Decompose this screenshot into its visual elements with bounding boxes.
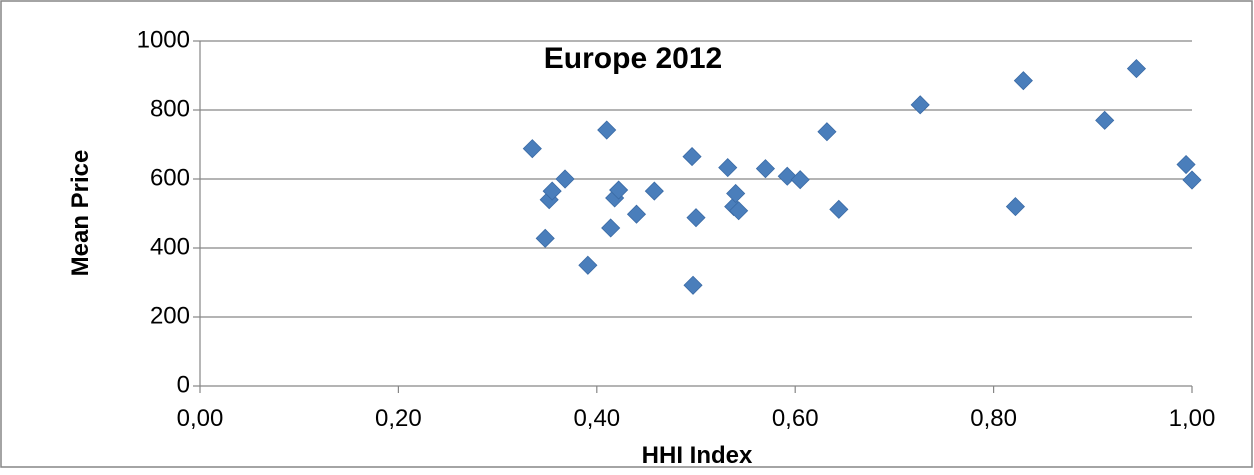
- data-point: [555, 169, 575, 189]
- data-point: [1013, 71, 1033, 91]
- axes: [193, 40, 1193, 393]
- data-point: [626, 204, 647, 224]
- data-point: [755, 159, 776, 179]
- y-tick-label: 200: [150, 302, 190, 329]
- data-point: [1005, 197, 1025, 217]
- data-point: [522, 139, 542, 159]
- x-tick-label: 0,80: [970, 405, 1017, 432]
- data-point: [686, 208, 706, 228]
- data-point: [729, 201, 749, 221]
- data-point: [910, 95, 930, 115]
- y-tick-label: 400: [150, 233, 190, 260]
- y-tick-label: 0: [177, 371, 190, 398]
- grid-lines: [200, 40, 1192, 318]
- y-tick-label: 800: [150, 95, 190, 122]
- data-point: [817, 122, 837, 142]
- data-point: [718, 158, 738, 178]
- data-point: [535, 228, 555, 248]
- data-point: [1176, 154, 1196, 175]
- data-point: [682, 147, 702, 167]
- data-point: [683, 275, 703, 295]
- data-point: [1182, 170, 1202, 190]
- data-point: [790, 170, 810, 190]
- data-point: [542, 181, 562, 201]
- data-point: [609, 180, 629, 200]
- data-point: [597, 120, 617, 140]
- data-point: [726, 183, 746, 204]
- chart-title: Europe 2012: [544, 42, 722, 75]
- y-tick-label: 600: [150, 164, 190, 191]
- x-tick-label: 0,40: [573, 405, 620, 432]
- y-axis-title: Mean Price: [67, 150, 94, 277]
- y-tick-labels: 0 200 400 600 800 1000: [137, 26, 190, 398]
- x-tick-label: 0,20: [375, 405, 422, 432]
- data-point: [1126, 59, 1147, 79]
- data-point: [578, 255, 598, 275]
- y-tick-label: 1000: [137, 26, 190, 53]
- data-point: [1095, 110, 1115, 130]
- x-axis-title: HHI Index: [642, 442, 753, 469]
- x-tick-label: 0,60: [772, 405, 819, 432]
- x-tick-labels: 0,00 0,20 0,40 0,60 0,80 1,00: [177, 405, 1216, 432]
- data-point: [601, 218, 621, 238]
- x-tick-label: 0,00: [177, 405, 224, 432]
- x-tick-label: 1,00: [1169, 405, 1216, 432]
- data-point: [829, 199, 849, 219]
- data-points: [522, 59, 1202, 295]
- data-point: [644, 181, 664, 201]
